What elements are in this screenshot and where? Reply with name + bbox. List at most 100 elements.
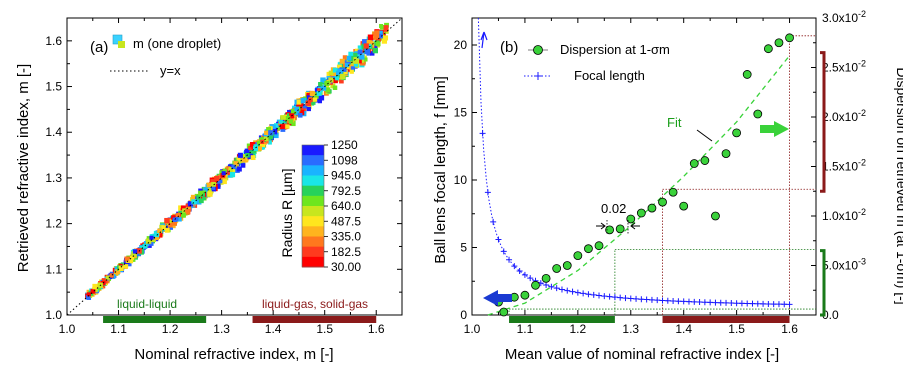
dispersion-point (785, 33, 794, 43)
data-point (190, 194, 196, 200)
data-point (362, 39, 368, 45)
focal-marker (728, 300, 735, 307)
focal-marker (685, 298, 692, 305)
data-point (357, 49, 363, 55)
legend-square-icon (118, 41, 125, 48)
panel-a-y-axis-title: Retrieved refractive index, m [-] (15, 64, 32, 272)
data-point (241, 157, 247, 163)
focal-marker (527, 275, 534, 282)
data-point (337, 69, 343, 75)
data-point (217, 174, 223, 180)
focal-marker (717, 299, 724, 306)
data-point (263, 136, 269, 141)
data-point (263, 132, 269, 138)
range-bracket (820, 249, 826, 317)
data-point (328, 77, 334, 83)
focal-marker (622, 295, 629, 302)
data-point (278, 119, 283, 124)
data-point (348, 51, 354, 57)
data-point (297, 113, 303, 118)
data-point (332, 85, 338, 90)
colorbar-cell (302, 256, 324, 268)
focal-marker (558, 286, 565, 293)
x-tick-label: 1.4 (265, 322, 282, 336)
colorbar-cell (302, 226, 324, 237)
focal-marker (633, 295, 640, 302)
data-point (86, 292, 91, 297)
focal-marker (627, 295, 634, 302)
y2-tick-label: 3.0x10-2 (822, 9, 866, 25)
focal-marker (643, 296, 650, 303)
colorbar-tick-label: 1098 (331, 153, 358, 167)
data-point (335, 76, 340, 81)
dispersion-point (520, 290, 530, 300)
colorbar-tick-label: 335.0 (331, 230, 361, 244)
x-tick-label: 1.6 (781, 322, 798, 336)
focal-marker (574, 289, 581, 296)
data-point (115, 269, 121, 275)
data-point (354, 48, 360, 54)
data-point (339, 78, 344, 84)
fit-annotation: Fit (667, 115, 682, 130)
colorbar-cell (302, 216, 324, 227)
focal-marker (617, 294, 624, 301)
data-point (246, 149, 253, 155)
data-point (285, 115, 291, 121)
focal-marker (511, 263, 518, 270)
spacing-arrows (596, 220, 640, 235)
focal-marker (495, 236, 502, 243)
data-point (161, 225, 167, 231)
y2-tick-label: 1.5x10-2 (822, 158, 866, 174)
dispersion-point (774, 38, 784, 48)
data-point (227, 173, 232, 178)
data-point (344, 63, 350, 68)
range-bracket (820, 51, 826, 193)
data-point (211, 185, 216, 190)
x-tick-label: 1.0 (59, 322, 76, 336)
data-point (285, 124, 290, 129)
data-point (335, 73, 341, 78)
dispersion-point (700, 156, 710, 165)
data-point (360, 60, 366, 66)
data-point (353, 58, 360, 64)
focal-marker (596, 292, 603, 299)
dispersion-point (711, 211, 720, 221)
x-tick-label: 1.2 (162, 322, 179, 336)
data-point (353, 62, 359, 67)
focal-marker (781, 301, 788, 308)
data-point (280, 115, 285, 120)
data-point (221, 178, 227, 185)
data-point (298, 109, 305, 116)
data-point (236, 156, 241, 161)
focal-marker (479, 130, 486, 137)
data-point (196, 195, 201, 200)
y-tick-label: 1.5 (45, 80, 62, 94)
data-point (168, 223, 173, 228)
data-point (303, 104, 308, 109)
data-point (379, 25, 385, 30)
data-point (231, 164, 236, 170)
data-point (320, 77, 326, 83)
dispersion-point (552, 264, 562, 273)
colorbar-cell (302, 185, 324, 197)
x-tick-label: 1.4 (675, 322, 692, 336)
data-point (363, 43, 369, 49)
data-point (306, 103, 312, 109)
focal-marker (516, 267, 523, 274)
focal-marker (723, 299, 730, 306)
data-point (364, 48, 371, 55)
dispersion-point (584, 244, 593, 254)
colorbar-cell (302, 155, 324, 166)
colorbar-title: Radius R [µm] (279, 169, 295, 258)
colorbar-cell (302, 206, 324, 217)
data-point (180, 205, 186, 211)
y2-tick-label: 2.0x10-2 (822, 108, 866, 124)
data-point (342, 67, 347, 72)
data-point (314, 88, 320, 93)
data-point (350, 66, 356, 71)
data-point (333, 78, 338, 84)
dispersion-point (721, 149, 731, 159)
data-point (249, 150, 255, 155)
data-point (279, 124, 285, 130)
dispersion-point (626, 214, 636, 224)
